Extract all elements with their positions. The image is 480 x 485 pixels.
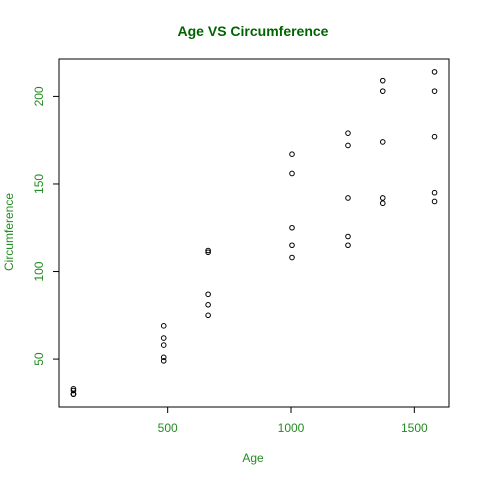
point bbox=[431, 69, 438, 75]
plot-frame bbox=[58, 58, 450, 408]
point bbox=[379, 139, 386, 145]
y-tick-label: 150 bbox=[32, 174, 46, 194]
point bbox=[160, 323, 167, 329]
point bbox=[289, 151, 295, 157]
point bbox=[289, 170, 295, 177]
point bbox=[431, 189, 438, 196]
x-tick-label: 1500 bbox=[401, 421, 428, 435]
point bbox=[70, 387, 77, 394]
point bbox=[160, 354, 167, 361]
y-tick-label: 50 bbox=[32, 352, 46, 366]
point bbox=[345, 130, 351, 136]
point bbox=[431, 133, 438, 140]
point bbox=[431, 198, 438, 205]
point bbox=[345, 233, 351, 240]
point bbox=[160, 358, 167, 364]
point bbox=[70, 391, 77, 397]
point bbox=[289, 224, 295, 231]
x-tick-label: 1000 bbox=[278, 421, 305, 435]
point bbox=[289, 254, 295, 261]
y-tick-label: 100 bbox=[32, 261, 46, 281]
point bbox=[431, 88, 438, 94]
chart-title: Age VS Circumference bbox=[178, 23, 329, 39]
point bbox=[70, 386, 77, 392]
point bbox=[379, 200, 386, 207]
point bbox=[379, 195, 386, 201]
point bbox=[205, 291, 211, 298]
point bbox=[345, 195, 351, 201]
y-axis-label: Circumference bbox=[2, 193, 16, 271]
point bbox=[205, 247, 211, 254]
x-axis-label: Age bbox=[242, 451, 264, 465]
x-tick-label: 500 bbox=[158, 421, 178, 435]
point bbox=[160, 335, 167, 341]
point bbox=[379, 77, 386, 84]
y-tick-label: 200 bbox=[32, 86, 46, 106]
point bbox=[289, 242, 295, 249]
point bbox=[379, 88, 386, 94]
point bbox=[160, 342, 167, 348]
point bbox=[345, 142, 351, 149]
point bbox=[205, 301, 211, 308]
point bbox=[205, 249, 211, 256]
point bbox=[345, 242, 351, 249]
point bbox=[205, 312, 211, 319]
